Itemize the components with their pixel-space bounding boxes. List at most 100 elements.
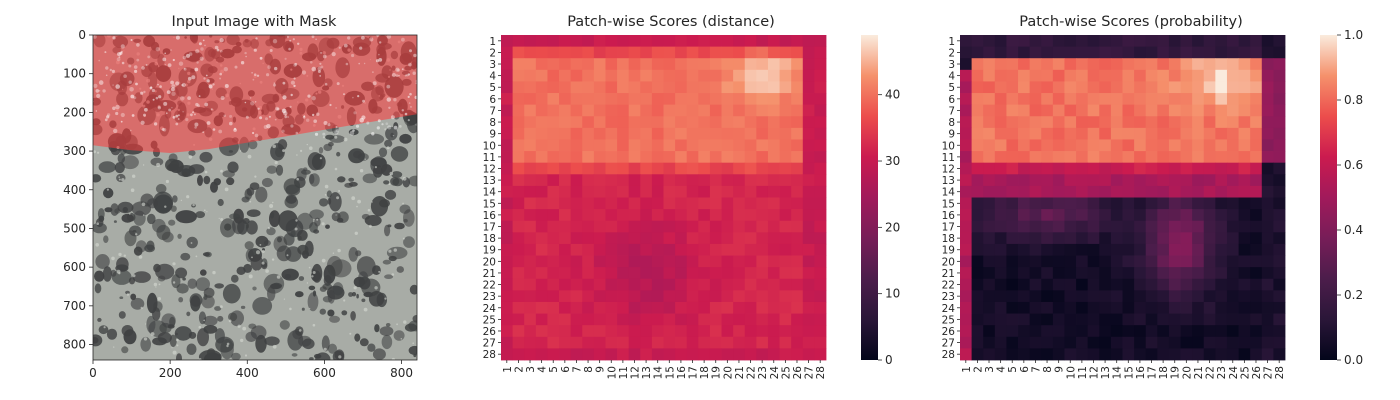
heatmap-cell [1099, 81, 1112, 94]
heatmap-y-tick-label: 25 [483, 314, 496, 326]
heatmap-cell [802, 336, 815, 349]
heatmap-cell [709, 104, 722, 117]
heatmap-cell [1134, 243, 1147, 256]
heatmap-cell [1087, 116, 1100, 129]
heatmap-cell [802, 162, 815, 175]
heatmap-cell [1145, 336, 1158, 349]
heatmap-cell [1076, 278, 1089, 291]
heatmap-y-tick-label: 7 [948, 105, 955, 117]
heatmap-y-tick-label: 6 [489, 94, 496, 106]
heatmap-cell [1226, 35, 1239, 48]
heatmap-cell [1076, 93, 1089, 106]
heatmap-cell [1122, 348, 1135, 361]
heatmap-cell [1064, 278, 1077, 291]
heatmap-cell [1122, 127, 1135, 140]
heatmap-cell [1238, 209, 1251, 222]
heatmap-cell [744, 278, 757, 291]
heatmap-cell [709, 348, 722, 361]
heatmap-cell [1180, 139, 1193, 152]
heatmap-cell [1273, 278, 1286, 291]
heatmap-cell [524, 162, 537, 175]
heatmap-cell [994, 325, 1007, 338]
heatmap-cell [791, 127, 804, 140]
heatmap-cell [1018, 255, 1031, 268]
heatmap-cell [651, 209, 664, 222]
heatmap-cell [686, 197, 699, 210]
heatmap-cell [1134, 127, 1147, 140]
heatmap-cell [721, 278, 734, 291]
heatmap-cell [640, 116, 653, 129]
heatmap-cell [1226, 197, 1239, 210]
heatmap-cell [814, 162, 827, 175]
heatmap-cell [501, 116, 514, 129]
heatmap-cell [570, 35, 583, 48]
heatmap-cell [1064, 151, 1077, 164]
heatmap-cell [767, 209, 780, 222]
heatmap-cell [1250, 116, 1263, 129]
heatmap-cell [559, 58, 572, 71]
heatmap-cell [1157, 58, 1170, 71]
heatmap-cell [1238, 35, 1251, 48]
heatmap-x-tick-label: 20 [722, 366, 734, 379]
heatmap-y-tick-label: 24 [483, 303, 497, 315]
heatmap-cell [1273, 174, 1286, 187]
heatmap-cell [1250, 243, 1263, 256]
heatmap-cell [1157, 220, 1170, 233]
heatmap-cell [1157, 348, 1170, 361]
heatmap-cell [1261, 174, 1274, 187]
heatmap-cell [1273, 348, 1286, 361]
heatmap-cell [1064, 58, 1077, 71]
heatmap-cell [559, 185, 572, 198]
heatmap-cell [605, 81, 618, 94]
heatmap-cell [617, 255, 630, 268]
heatmap-cell [698, 348, 711, 361]
heatmap-cell [1215, 81, 1228, 94]
heatmap-cell [1180, 174, 1193, 187]
heatmap-cell [1134, 209, 1147, 222]
heatmap-cell [501, 336, 514, 349]
heatmap-cell [1157, 162, 1170, 175]
heatmap-cell [791, 46, 804, 59]
heatmap-cell [651, 174, 664, 187]
heatmap-cell [535, 278, 548, 291]
heatmap-cell [971, 255, 984, 268]
heatmap-cell [559, 139, 572, 152]
heatmap-cell [1076, 255, 1089, 268]
heatmap-cell [675, 278, 688, 291]
heatmap-cell [1192, 243, 1205, 256]
heatmap-x-tick-label: 7 [571, 366, 583, 373]
heatmap-cell [971, 93, 984, 106]
heatmap-cell [686, 278, 699, 291]
heatmap-cell [756, 255, 769, 268]
heatmap-cell [524, 301, 537, 314]
heatmap-cell [1203, 336, 1216, 349]
heatmap-cell [535, 58, 548, 71]
heatmap-cell [1180, 278, 1193, 291]
heatmap-cell [582, 336, 595, 349]
heatmap-cell [1226, 290, 1239, 303]
heatmap-cell [593, 290, 606, 303]
heatmap-cell [1157, 46, 1170, 59]
heatmap-cell [1076, 116, 1089, 129]
heatmap-cell [617, 290, 630, 303]
heatmap-cell [1029, 290, 1042, 303]
heatmap-cell [640, 232, 653, 245]
heatmap-cell [663, 255, 676, 268]
heatmap-cell [960, 162, 973, 175]
colorbar-tick-label: 10 [885, 287, 900, 301]
heatmap-cell [524, 325, 537, 338]
heatmap-x-tick-label: 18 [1158, 366, 1170, 379]
heatmap-x-tick-label: 17 [688, 366, 700, 379]
heatmap-cell [1168, 197, 1181, 210]
heatmap-cell [559, 162, 572, 175]
heatmap-cell [1110, 81, 1123, 94]
heatmap-cell [640, 325, 653, 338]
heatmap-cell [605, 197, 618, 210]
heatmap-cell [721, 232, 734, 245]
heatmap-x-tick-label: 12 [629, 366, 641, 379]
heatmap-cell [767, 104, 780, 117]
heatmap-cell [628, 81, 641, 94]
heatmap-cell [814, 336, 827, 349]
heatmap-cell [628, 197, 641, 210]
heatmap-cell [1052, 151, 1065, 164]
